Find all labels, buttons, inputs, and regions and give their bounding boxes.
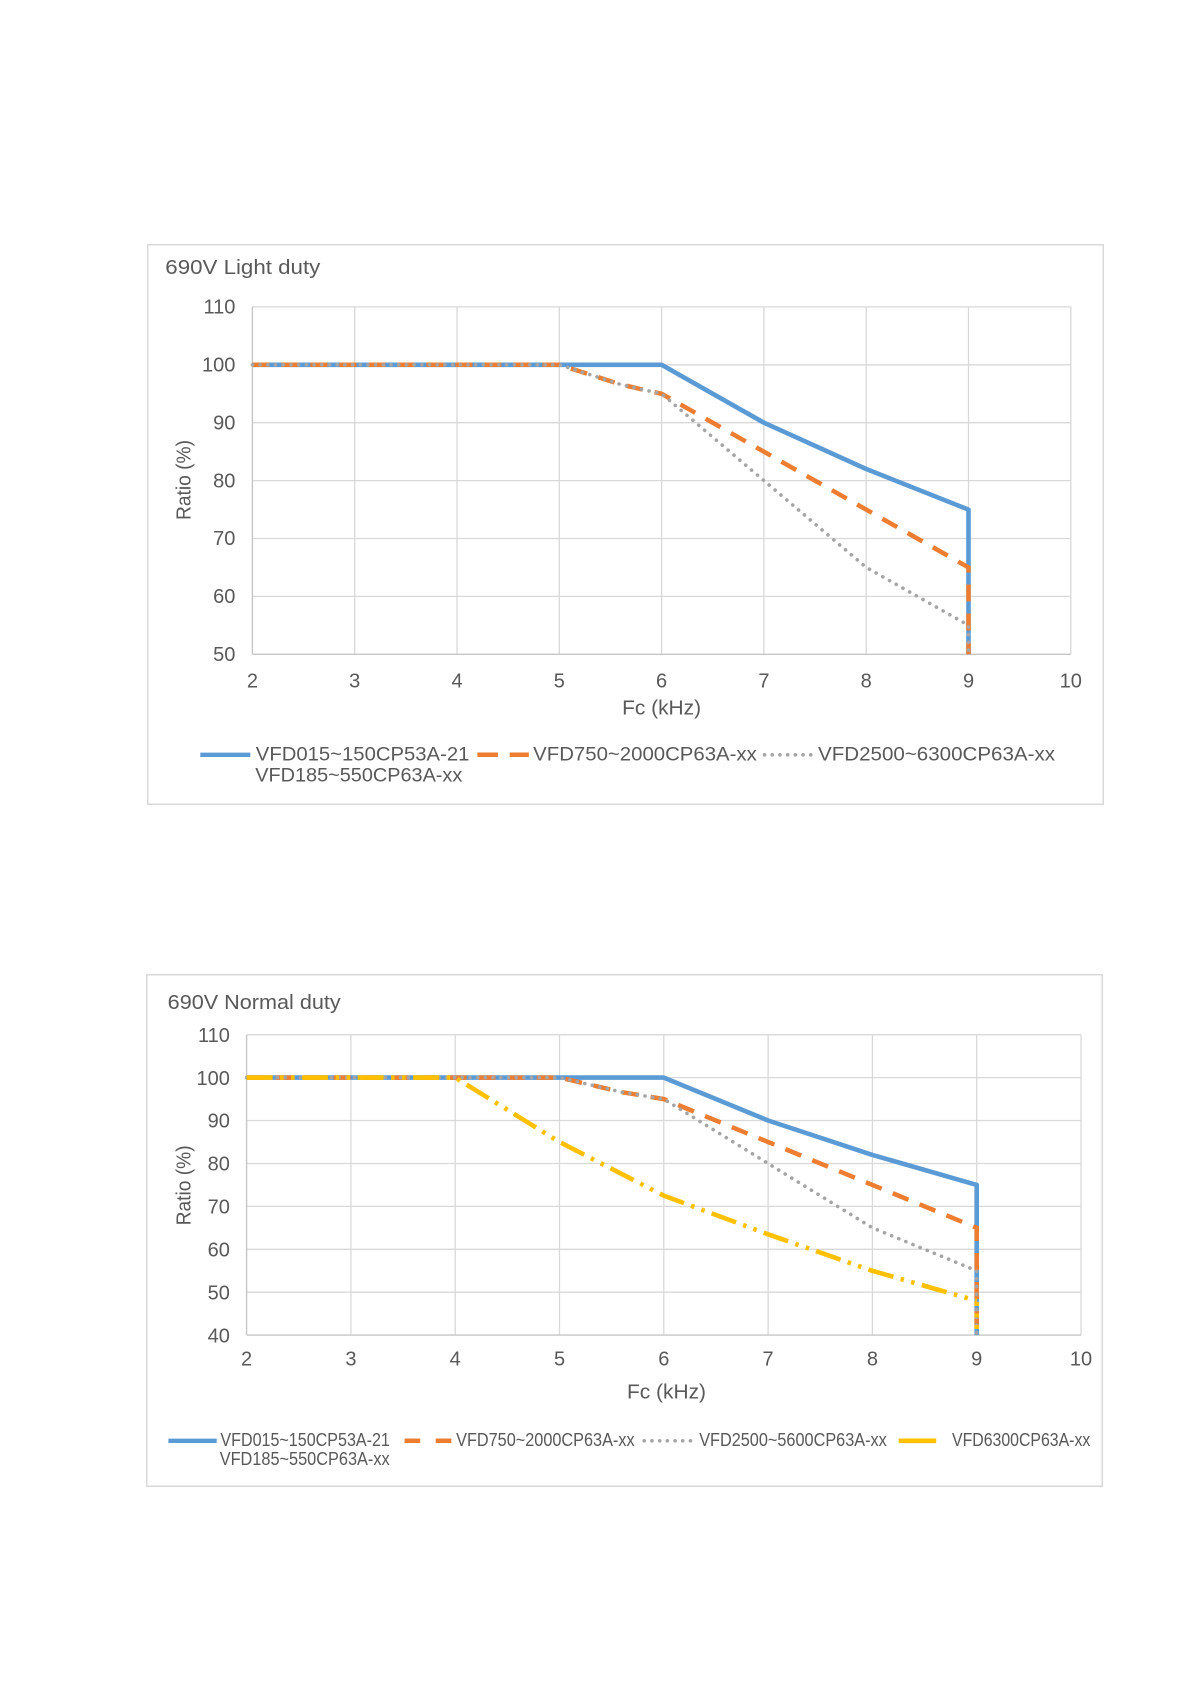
svg-text:VFD015~150CP53A-21: VFD015~150CP53A-21 <box>220 1429 390 1450</box>
svg-text:5: 5 <box>554 1349 565 1371</box>
svg-text:60: 60 <box>208 1240 230 1262</box>
svg-text:VFD2500~5600CP63A-xx: VFD2500~5600CP63A-xx <box>699 1429 887 1450</box>
svg-text:60: 60 <box>213 586 235 608</box>
svg-text:Fc (kHz): Fc (kHz) <box>622 698 701 720</box>
svg-text:VFD6300CP63A-xx: VFD6300CP63A-xx <box>952 1429 1091 1450</box>
svg-text:50: 50 <box>213 644 235 666</box>
svg-text:VFD185~550CP63A-xx: VFD185~550CP63A-xx <box>220 1448 391 1469</box>
svg-text:80: 80 <box>208 1154 230 1176</box>
svg-text:690V Normal duty: 690V Normal duty <box>168 992 341 1014</box>
svg-text:70: 70 <box>208 1197 230 1219</box>
svg-text:690V Light duty: 690V Light duty <box>165 257 320 279</box>
svg-text:8: 8 <box>867 1349 878 1371</box>
svg-text:2: 2 <box>241 1349 252 1371</box>
svg-text:110: 110 <box>198 1025 230 1047</box>
svg-text:Ratio (%): Ratio (%) <box>174 1145 196 1225</box>
svg-text:110: 110 <box>204 297 236 319</box>
svg-text:10: 10 <box>1070 1349 1092 1371</box>
svg-text:90: 90 <box>208 1111 230 1133</box>
svg-text:100: 100 <box>197 1068 230 1090</box>
svg-text:40: 40 <box>208 1325 230 1347</box>
svg-text:10: 10 <box>1060 671 1082 693</box>
svg-text:7: 7 <box>763 1349 774 1371</box>
svg-text:4: 4 <box>450 1349 461 1371</box>
svg-text:8: 8 <box>861 671 872 693</box>
svg-text:VFD185~550CP63A-xx: VFD185~550CP63A-xx <box>255 765 462 787</box>
svg-text:VFD2500~6300CP63A-xx: VFD2500~6300CP63A-xx <box>818 743 1055 765</box>
svg-text:3: 3 <box>345 1349 356 1371</box>
svg-text:6: 6 <box>658 1349 669 1371</box>
svg-text:9: 9 <box>963 671 974 693</box>
svg-text:VFD750~2000CP63A-xx: VFD750~2000CP63A-xx <box>533 743 757 765</box>
svg-text:90: 90 <box>213 412 235 434</box>
svg-text:7: 7 <box>758 671 769 693</box>
svg-text:50: 50 <box>208 1282 230 1304</box>
svg-text:Ratio (%): Ratio (%) <box>174 440 196 520</box>
svg-text:5: 5 <box>554 671 565 693</box>
svg-text:80: 80 <box>213 470 235 492</box>
svg-text:VFD015~150CP53A-21: VFD015~150CP53A-21 <box>256 743 470 765</box>
svg-text:2: 2 <box>247 671 258 693</box>
svg-text:Fc (kHz): Fc (kHz) <box>627 1381 706 1403</box>
svg-text:3: 3 <box>349 671 360 693</box>
svg-text:6: 6 <box>656 671 667 693</box>
svg-text:VFD750~2000CP63A-xx: VFD750~2000CP63A-xx <box>456 1429 635 1450</box>
svg-text:9: 9 <box>971 1349 982 1371</box>
svg-text:100: 100 <box>202 355 235 377</box>
svg-text:70: 70 <box>213 528 235 550</box>
svg-text:4: 4 <box>451 671 462 693</box>
